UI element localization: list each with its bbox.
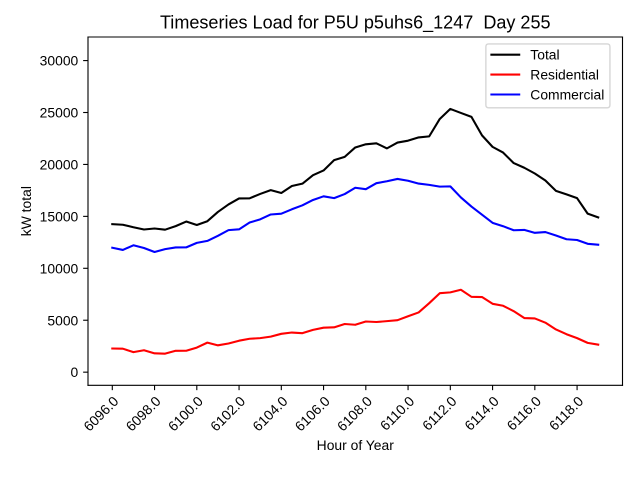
svg-text:5000: 5000	[47, 312, 78, 328]
svg-text:Hour of Year: Hour of Year	[317, 437, 395, 453]
svg-text:25000: 25000	[40, 105, 79, 121]
svg-text:30000: 30000	[40, 53, 79, 69]
svg-text:Commercial: Commercial	[530, 86, 604, 102]
svg-text:0: 0	[71, 364, 79, 380]
svg-text:Residential: Residential	[530, 66, 599, 82]
svg-text:15000: 15000	[40, 208, 79, 224]
svg-text:10000: 10000	[40, 260, 79, 276]
svg-text:Total: Total	[530, 47, 559, 63]
svg-text:Timeseries Load for P5U p5uhs6: Timeseries Load for P5U p5uhs6_1247 Day …	[160, 13, 551, 34]
svg-text:kW total: kW total	[18, 186, 34, 236]
svg-text:20000: 20000	[40, 156, 79, 172]
